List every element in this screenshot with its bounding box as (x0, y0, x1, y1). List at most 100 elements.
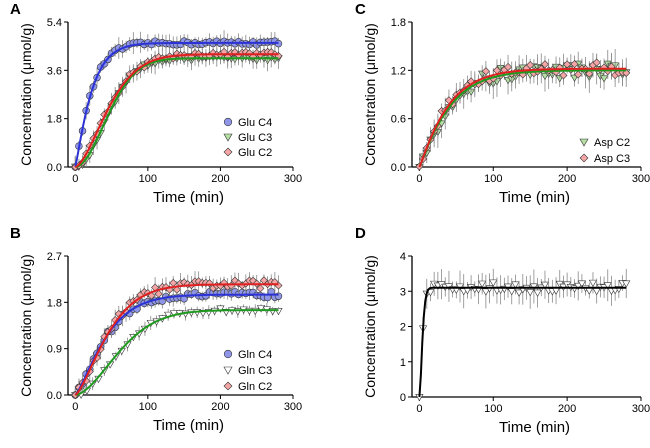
x-tick-label: 200 (558, 403, 576, 415)
data-point (540, 60, 549, 69)
x-axis-title: Time (min) (153, 417, 224, 434)
data-point (154, 289, 163, 298)
data-point (526, 289, 535, 297)
data-point (585, 69, 594, 78)
y-tick-label: 1.2 (391, 65, 406, 77)
data-point (481, 67, 490, 76)
data-point (216, 305, 225, 313)
x-axis-title: Time (min) (153, 189, 224, 206)
x-tick-label: 300 (632, 173, 650, 185)
data-point (507, 288, 516, 296)
legend: Glu C4 Glu C3 Glu C2 (223, 117, 272, 159)
fit-line (75, 57, 279, 168)
panel-label: C (355, 1, 366, 18)
y-axis-title: Concentration (μmol/g) (18, 23, 34, 166)
fit-line (74, 283, 279, 396)
y-tick-label: 3 (400, 286, 406, 298)
data-point (526, 61, 535, 70)
data-point (511, 281, 520, 289)
fit-line (74, 41, 279, 168)
data-point (570, 60, 579, 69)
data-point (478, 280, 487, 288)
y-tick-label: 1.8 (47, 114, 62, 126)
legend: Gln C4 Gln C3 Gln C2 (223, 349, 272, 393)
data-point (599, 75, 609, 83)
data-point (489, 279, 498, 287)
x-tick-label: 200 (211, 173, 229, 185)
x-tick-label: 0 (72, 401, 78, 413)
x-tick-label: 100 (139, 401, 157, 413)
data-point (622, 280, 631, 288)
fit-line (75, 309, 279, 396)
legend-marker (579, 138, 589, 147)
data-point (585, 287, 594, 295)
legend-marker (223, 366, 233, 375)
legend-label: Asp C2 (594, 137, 630, 149)
data-point (570, 74, 579, 82)
panel-c: C 0.0 0.6 1.2 1.8 0 100 200 300 Time (min) Concent… (355, 1, 650, 206)
fit-line (418, 67, 627, 168)
y-tick-label: 1.8 (47, 297, 62, 309)
legend-marker (223, 147, 233, 157)
fit-line (418, 286, 627, 398)
legend-label: Gln C3 (238, 365, 272, 377)
y-tick-label: 5.4 (47, 17, 62, 29)
fit-line (74, 53, 279, 168)
data-point (574, 70, 583, 79)
y-tick-label: 1.8 (391, 17, 406, 29)
y-tick-label: 0.0 (391, 162, 406, 174)
y-tick-label: 2 (400, 322, 406, 334)
legend: Asp C2 Asp C3 (579, 137, 630, 165)
x-tick-label: 100 (139, 173, 157, 185)
x-tick-label: 0 (72, 173, 78, 185)
y-tick-label: 0 (400, 392, 406, 404)
data-point (256, 284, 265, 293)
x-axis-title: Time (min) (499, 189, 570, 206)
y-tick-label: 4 (400, 251, 406, 263)
y-axis-title: Concentration (μmol/g) (362, 23, 378, 166)
y-tick-label: 0.0 (47, 162, 62, 174)
x-tick-label: 0 (416, 173, 422, 185)
y-tick-label: 3.6 (47, 65, 62, 77)
legend-label: Glu C2 (238, 147, 272, 159)
legend-label: Gln C4 (238, 349, 272, 361)
panel-label: B (10, 225, 21, 242)
y-tick-label: 0.0 (47, 390, 62, 402)
y-tick-label: 0.6 (391, 114, 406, 126)
x-tick-label: 200 (211, 401, 229, 413)
data-point (169, 278, 178, 287)
panel-a: A 0.0 1.8 3.6 5.4 0 100 200 300 Time (min) Concent… (10, 1, 302, 206)
data-point (574, 282, 583, 291)
data-point (504, 62, 513, 71)
legend-label: Glu C3 (238, 132, 272, 144)
data-point (540, 281, 550, 289)
data-point (514, 289, 524, 297)
legend-label: Glu C4 (238, 117, 272, 129)
panel-label: A (10, 1, 21, 18)
legend-label: Asp C3 (594, 153, 630, 165)
data-point (533, 289, 542, 297)
legend-marker (223, 349, 233, 359)
panel-label: D (355, 225, 366, 242)
x-tick-label: 200 (558, 173, 576, 185)
data-point (592, 288, 601, 296)
x-tick-label: 300 (284, 173, 302, 185)
y-tick-label: 0.9 (47, 344, 62, 356)
data-point (592, 58, 601, 67)
panel-b: B 0.0 0.9 1.8 2.7 0 100 200 300 Time (min) Concent… (10, 225, 302, 434)
x-tick-label: 300 (632, 403, 650, 415)
legend-marker (223, 133, 233, 142)
y-axis-title: Concentration (μmol/g) (362, 255, 378, 398)
data-point (161, 283, 171, 292)
legend-marker (223, 117, 233, 127)
data-point (256, 305, 266, 313)
data-point (603, 282, 612, 290)
legend-marker (579, 153, 589, 163)
fit-line (418, 69, 627, 168)
y-tick-label: 2.7 (47, 251, 62, 263)
data-point (559, 71, 568, 80)
panel-d: D 0 1 2 3 4 0 100 200 300 Time (min) Concentration … (355, 225, 650, 436)
legend-marker (223, 381, 233, 391)
x-tick-label: 100 (484, 403, 502, 415)
